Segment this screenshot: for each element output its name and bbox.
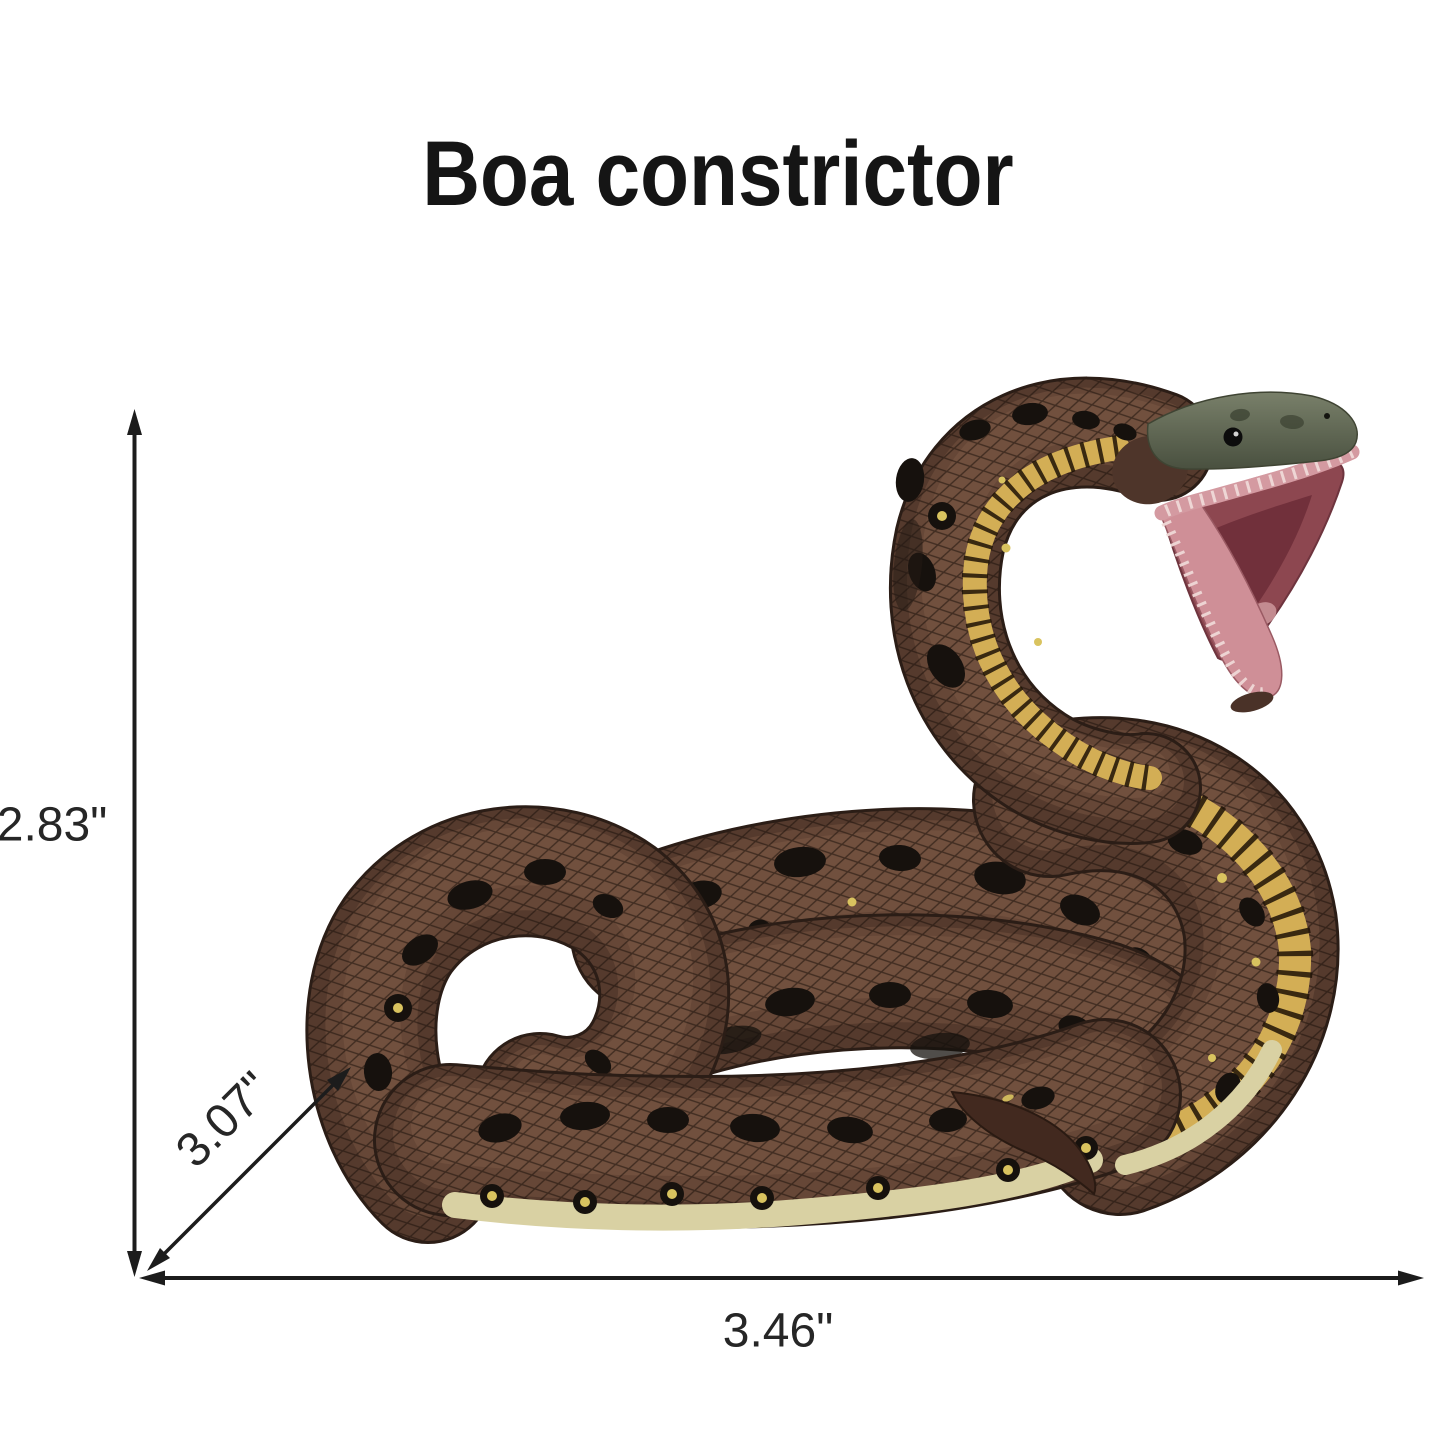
width-dimension-label: 3.46": [722, 1304, 834, 1358]
snake-tail: [950, 1090, 1097, 1196]
snake-eye: [1223, 427, 1243, 447]
snake-body: [362, 401, 1295, 1218]
snake-nostril: [1324, 413, 1330, 419]
snake-neck: [889, 401, 1158, 789]
width-dimension-line: [139, 1270, 1424, 1286]
arrow-diagonal-down-icon: [147, 1248, 170, 1271]
arrow-left-icon: [139, 1270, 165, 1286]
height-dimension-line: [127, 409, 142, 1277]
arrow-diagonal-up-icon: [327, 1067, 351, 1091]
product-title: Boa constrictor: [0, 128, 1435, 220]
snake-head-top: [1146, 391, 1358, 470]
height-dimension-label: 2.83": [0, 798, 108, 852]
arrow-right-icon: [1398, 1270, 1424, 1286]
arrow-up-icon: [127, 409, 142, 435]
arrow-down-icon: [127, 1251, 142, 1277]
snake-eye-glint: [1233, 431, 1239, 437]
snake-head: [1112, 391, 1360, 713]
depth-dimension-line: [147, 1067, 351, 1271]
snake-upper-jaw-rim: [1154, 444, 1360, 521]
dimension-annotations: [127, 409, 1424, 1286]
snake-jaw-tip: [1230, 691, 1274, 713]
product-title-text: Boa constrictor: [421, 122, 1014, 225]
snake-body-front: [450, 1050, 1282, 1231]
